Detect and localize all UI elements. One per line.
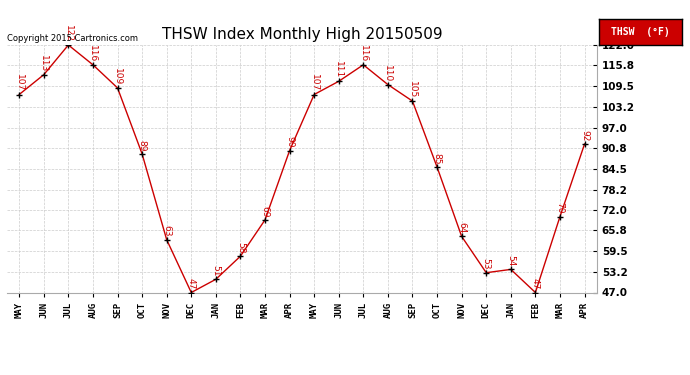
- Text: 47: 47: [187, 278, 196, 290]
- Text: 90: 90: [285, 136, 294, 148]
- Text: 70: 70: [555, 202, 564, 214]
- Text: 107: 107: [310, 75, 319, 92]
- Text: 116: 116: [359, 45, 368, 62]
- Text: 107: 107: [14, 75, 23, 92]
- Text: THSW  (°F): THSW (°F): [611, 27, 670, 37]
- Text: 110: 110: [384, 64, 393, 82]
- Text: 64: 64: [457, 222, 466, 234]
- Title: THSW Index Monthly High 20150509: THSW Index Monthly High 20150509: [161, 27, 442, 42]
- Text: Copyright 2015 Cartronics.com: Copyright 2015 Cartronics.com: [7, 34, 138, 43]
- Text: 63: 63: [162, 225, 171, 237]
- Text: 89: 89: [137, 140, 146, 151]
- Text: 105: 105: [408, 81, 417, 98]
- Text: 113: 113: [39, 55, 48, 72]
- Text: 85: 85: [433, 153, 442, 164]
- Text: 69: 69: [261, 206, 270, 217]
- Text: 53: 53: [482, 258, 491, 270]
- Text: 58: 58: [236, 242, 245, 254]
- Text: 111: 111: [334, 61, 343, 78]
- Text: 122: 122: [64, 25, 73, 42]
- Text: 47: 47: [531, 278, 540, 290]
- Text: 54: 54: [506, 255, 515, 267]
- Text: 109: 109: [113, 68, 122, 85]
- Text: 92: 92: [580, 130, 589, 141]
- Text: 116: 116: [88, 45, 97, 62]
- Text: 51: 51: [211, 265, 220, 276]
